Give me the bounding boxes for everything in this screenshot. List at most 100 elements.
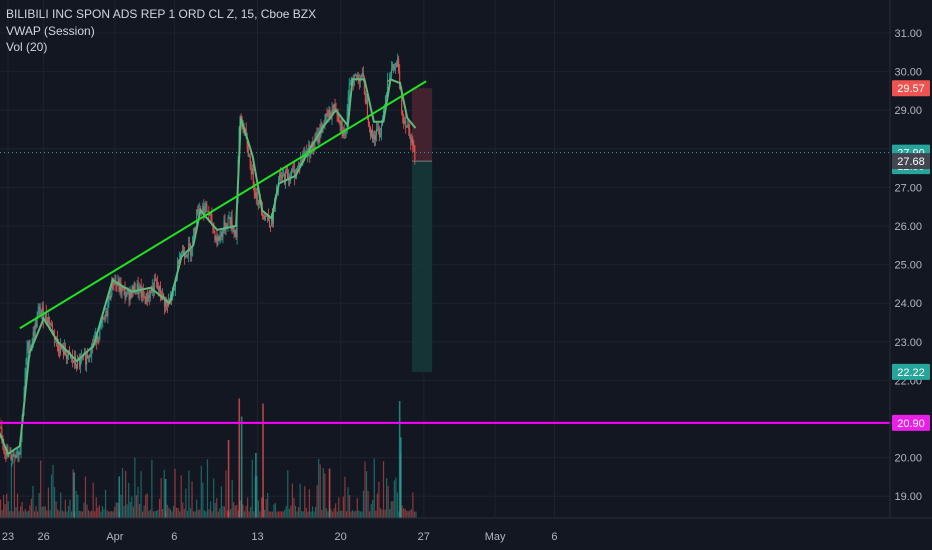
- candle-body: [258, 196, 260, 205]
- candle-body: [106, 311, 108, 317]
- volume-bar: [208, 509, 210, 518]
- volume-bar: [396, 492, 399, 518]
- candle-body: [142, 288, 144, 296]
- candle-body: [352, 81, 354, 85]
- candle-body: [230, 217, 232, 226]
- candle-body: [228, 217, 230, 219]
- price-tick-label: 24.00: [894, 298, 922, 310]
- price-label-text: 20.90: [897, 418, 925, 430]
- candle-body: [338, 117, 340, 123]
- candle-body: [394, 66, 396, 70]
- candle-body: [300, 159, 302, 168]
- volume-bar: [86, 504, 88, 518]
- drawn-lines[interactable]: [0, 80, 890, 424]
- candle-body: [373, 134, 375, 140]
- candle-body: [349, 83, 351, 86]
- candle-body: [215, 237, 217, 241]
- volume-bar: [115, 502, 117, 518]
- position-zones[interactable]: [411, 88, 433, 372]
- volume-bar: [123, 505, 125, 518]
- candle-body: [234, 230, 236, 235]
- volume-bar: [15, 507, 17, 518]
- candle-body: [10, 452, 12, 460]
- symbol-title[interactable]: BILIBILI INC SPON ADS REP 1 ORD CL Z, 15…: [6, 7, 317, 21]
- candle-body: [376, 128, 378, 130]
- volume-bar: [381, 509, 383, 518]
- volume-spike: [255, 453, 257, 518]
- time-tick-label: Apr: [106, 531, 123, 543]
- volume-bar: [188, 470, 190, 518]
- volume-bar: [223, 506, 226, 518]
- candle-body: [252, 168, 254, 186]
- volume-bar: [220, 486, 222, 518]
- volume-bar: [108, 511, 110, 518]
- candle-body: [103, 317, 105, 319]
- candle-body: [381, 126, 383, 135]
- candle-body: [98, 337, 100, 339]
- candle-body: [140, 286, 142, 298]
- candle-body: [173, 288, 175, 290]
- volume-bar: [157, 509, 159, 518]
- candle-body: [178, 260, 180, 265]
- candle-body: [337, 115, 339, 118]
- candle-body: [217, 236, 219, 245]
- volume-indicator-label[interactable]: Vol (20): [6, 40, 48, 54]
- candle-body: [37, 310, 39, 316]
- candle-body: [68, 350, 70, 353]
- volume-bar: [104, 489, 107, 518]
- candle-body: [362, 72, 364, 78]
- volume-spike: [328, 468, 331, 518]
- volume-bar: [284, 509, 286, 518]
- volume-bar: [60, 492, 62, 518]
- candle-body: [85, 352, 87, 365]
- candle-body: [226, 225, 228, 228]
- candle-body: [19, 453, 21, 455]
- volume-bar: [304, 486, 306, 518]
- volume-bar: [36, 511, 39, 518]
- candle-body: [158, 286, 160, 291]
- vwap-indicator-label[interactable]: VWAP (Session): [6, 23, 95, 38]
- candle-body: [229, 217, 231, 226]
- volume-bar: [387, 485, 389, 518]
- volume-bar: [359, 511, 361, 518]
- candle-body: [137, 283, 139, 295]
- volume-bar: [38, 493, 40, 518]
- candle-body: [11, 457, 13, 460]
- time-axis[interactable]: 23 26 Apr 6 13 20 27 May 6: [0, 517, 932, 550]
- volume-bar: [132, 506, 134, 518]
- volume-bar: [370, 503, 372, 518]
- volume-bar: [314, 506, 317, 518]
- candle-body: [58, 351, 60, 354]
- price-tick-label: 25.00: [894, 260, 922, 272]
- candle-body: [317, 134, 319, 142]
- candle-body: [265, 215, 267, 217]
- volume-bar: [348, 495, 351, 518]
- volume-bar: [112, 511, 114, 518]
- candle-body: [59, 345, 61, 354]
- candle-body: [327, 115, 329, 117]
- candle-body: [325, 113, 327, 115]
- volume-bar: [288, 508, 290, 518]
- volume-bar: [324, 473, 326, 518]
- candle-body: [183, 250, 185, 254]
- volume-bars: [0, 398, 417, 518]
- candle-body: [185, 255, 187, 258]
- candle-body: [251, 168, 253, 175]
- volume-bar: [318, 458, 320, 518]
- candle-body: [108, 295, 110, 305]
- candle-body: [87, 354, 89, 359]
- candle-body: [153, 279, 155, 293]
- candle-body: [357, 75, 359, 80]
- volume-bar: [386, 478, 388, 518]
- volume-bar: [281, 511, 283, 518]
- volume-bar: [245, 505, 247, 518]
- volume-bar: [222, 506, 224, 518]
- candle-body: [101, 321, 103, 323]
- candle-body: [402, 110, 404, 116]
- volume-bar: [409, 510, 411, 518]
- candle-body: [340, 121, 342, 126]
- volume-bar: [225, 470, 227, 518]
- volume-bar: [120, 494, 122, 518]
